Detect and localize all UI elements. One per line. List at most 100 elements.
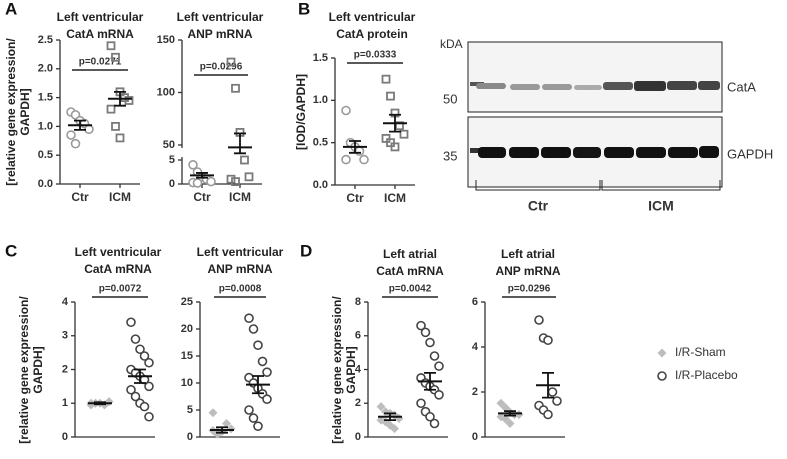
data-point bbox=[425, 337, 435, 348]
data-point bbox=[390, 142, 400, 152]
y-tick-label: 2 bbox=[62, 363, 68, 375]
y-tick-label: 10 bbox=[181, 377, 193, 389]
panel-letter: B bbox=[298, 0, 310, 18]
dot-plot: Left atrial CatA mRNA [relative gene expre… bbox=[330, 247, 448, 444]
band bbox=[541, 147, 571, 158]
panel-letter: A bbox=[5, 0, 17, 18]
y-tick-label: 1.0 bbox=[38, 120, 53, 132]
data-point bbox=[359, 154, 369, 165]
band-label: CatA bbox=[727, 79, 756, 94]
chart-title: ANP mRNA bbox=[495, 264, 560, 278]
panel-letter: D bbox=[300, 241, 312, 260]
data-point bbox=[341, 105, 351, 116]
blot-marker: 35 bbox=[443, 148, 457, 163]
error-bar bbox=[504, 410, 516, 417]
data-point bbox=[208, 408, 218, 418]
y-tick-label: 3 bbox=[62, 330, 68, 342]
y-tick-label: 100 bbox=[157, 86, 175, 98]
data-point bbox=[130, 334, 141, 344]
chart-title: Left ventricular bbox=[75, 245, 162, 259]
chart-title: Left atrial bbox=[501, 247, 555, 261]
blot-frame bbox=[467, 41, 723, 113]
error-bar bbox=[424, 371, 436, 391]
y-tick-label: 4 bbox=[355, 363, 362, 375]
band-label: GAPDH bbox=[727, 146, 773, 161]
dot-plot: Left ventricular CatA protein [IOD/GAPDH] 0… bbox=[294, 10, 415, 205]
band bbox=[478, 147, 506, 158]
x-tick-label: Ctr bbox=[193, 190, 211, 204]
y-tick-label: 0.5 bbox=[313, 137, 328, 149]
data-point bbox=[226, 174, 236, 184]
data-point bbox=[425, 411, 435, 422]
y-axis-label: [relative gene expression/ bbox=[4, 38, 18, 186]
y-tick-label: 2.5 bbox=[38, 34, 53, 46]
data-point bbox=[248, 324, 259, 334]
y-axis-label: [relative gene expression/ bbox=[17, 296, 31, 444]
group-label: Ctr bbox=[528, 198, 549, 214]
data-point bbox=[126, 384, 136, 395]
chart-title: ANP mRNA bbox=[187, 27, 252, 41]
y-tick-label: 6 bbox=[472, 296, 478, 308]
chart-title: ANP mRNA bbox=[207, 262, 272, 276]
data-point bbox=[262, 367, 272, 378]
y-tick-label: 0 bbox=[187, 431, 193, 443]
y-tick-label: 150 bbox=[157, 34, 175, 46]
data-point bbox=[139, 401, 150, 412]
band bbox=[510, 84, 540, 90]
data-point bbox=[505, 419, 515, 428]
band bbox=[668, 147, 698, 158]
y-tick-label: 0.5 bbox=[38, 149, 53, 161]
data-point bbox=[416, 398, 426, 409]
band bbox=[634, 81, 666, 91]
data-point bbox=[106, 41, 116, 51]
p-value: p=0.0296 bbox=[200, 62, 243, 73]
data-point bbox=[139, 351, 150, 361]
chart-title: CatA mRNA bbox=[66, 27, 134, 41]
band bbox=[636, 147, 666, 158]
data-point bbox=[376, 402, 386, 412]
data-point bbox=[124, 96, 134, 105]
band bbox=[509, 147, 539, 158]
x-tick-label: ICM bbox=[384, 191, 406, 205]
data-point bbox=[420, 327, 431, 338]
error-bar bbox=[216, 426, 228, 434]
y-tick-label: 1.5 bbox=[38, 92, 53, 104]
error-bar bbox=[384, 412, 396, 422]
legend-label: I/R-Placebo bbox=[675, 368, 738, 382]
data-point bbox=[70, 138, 81, 149]
data-point bbox=[222, 419, 231, 428]
band bbox=[667, 81, 697, 90]
data-point bbox=[514, 410, 524, 419]
y-tick-label: 0 bbox=[62, 431, 68, 443]
error-bar bbox=[74, 119, 86, 131]
data-point bbox=[547, 387, 558, 397]
y-tick-label: 5 bbox=[187, 404, 193, 416]
data-point bbox=[253, 421, 263, 432]
band bbox=[573, 147, 601, 158]
dot-plot: Left ventricular ANP mRNA 0 5 50 100 150 Ctr ICM… bbox=[157, 10, 264, 204]
y-tick-label: 4 bbox=[472, 341, 479, 353]
data-point bbox=[231, 177, 240, 187]
data-point bbox=[657, 371, 667, 381]
band bbox=[604, 147, 634, 158]
legend: I/R-Sham I/R-Placebo bbox=[657, 345, 738, 382]
data-point bbox=[111, 52, 120, 62]
data-point bbox=[192, 178, 203, 188]
y-tick-label: 2.0 bbox=[38, 63, 53, 75]
chart-title: Left atrial bbox=[383, 247, 437, 261]
chart-title: Left ventricular bbox=[177, 10, 264, 24]
dot-plot: Left ventricular CatA mRNA [relative gene … bbox=[17, 245, 161, 444]
y-tick-label: 2 bbox=[355, 397, 361, 409]
data-point bbox=[354, 146, 365, 156]
band bbox=[542, 84, 572, 90]
y-tick-label: 0 bbox=[472, 431, 478, 443]
data-point bbox=[244, 405, 254, 415]
data-point bbox=[657, 348, 667, 358]
data-point bbox=[253, 340, 263, 351]
x-tick-label: Ctr bbox=[346, 191, 364, 205]
error-bar bbox=[252, 375, 264, 395]
error-bar bbox=[389, 113, 401, 133]
data-point bbox=[144, 357, 154, 368]
data-point bbox=[341, 154, 351, 165]
